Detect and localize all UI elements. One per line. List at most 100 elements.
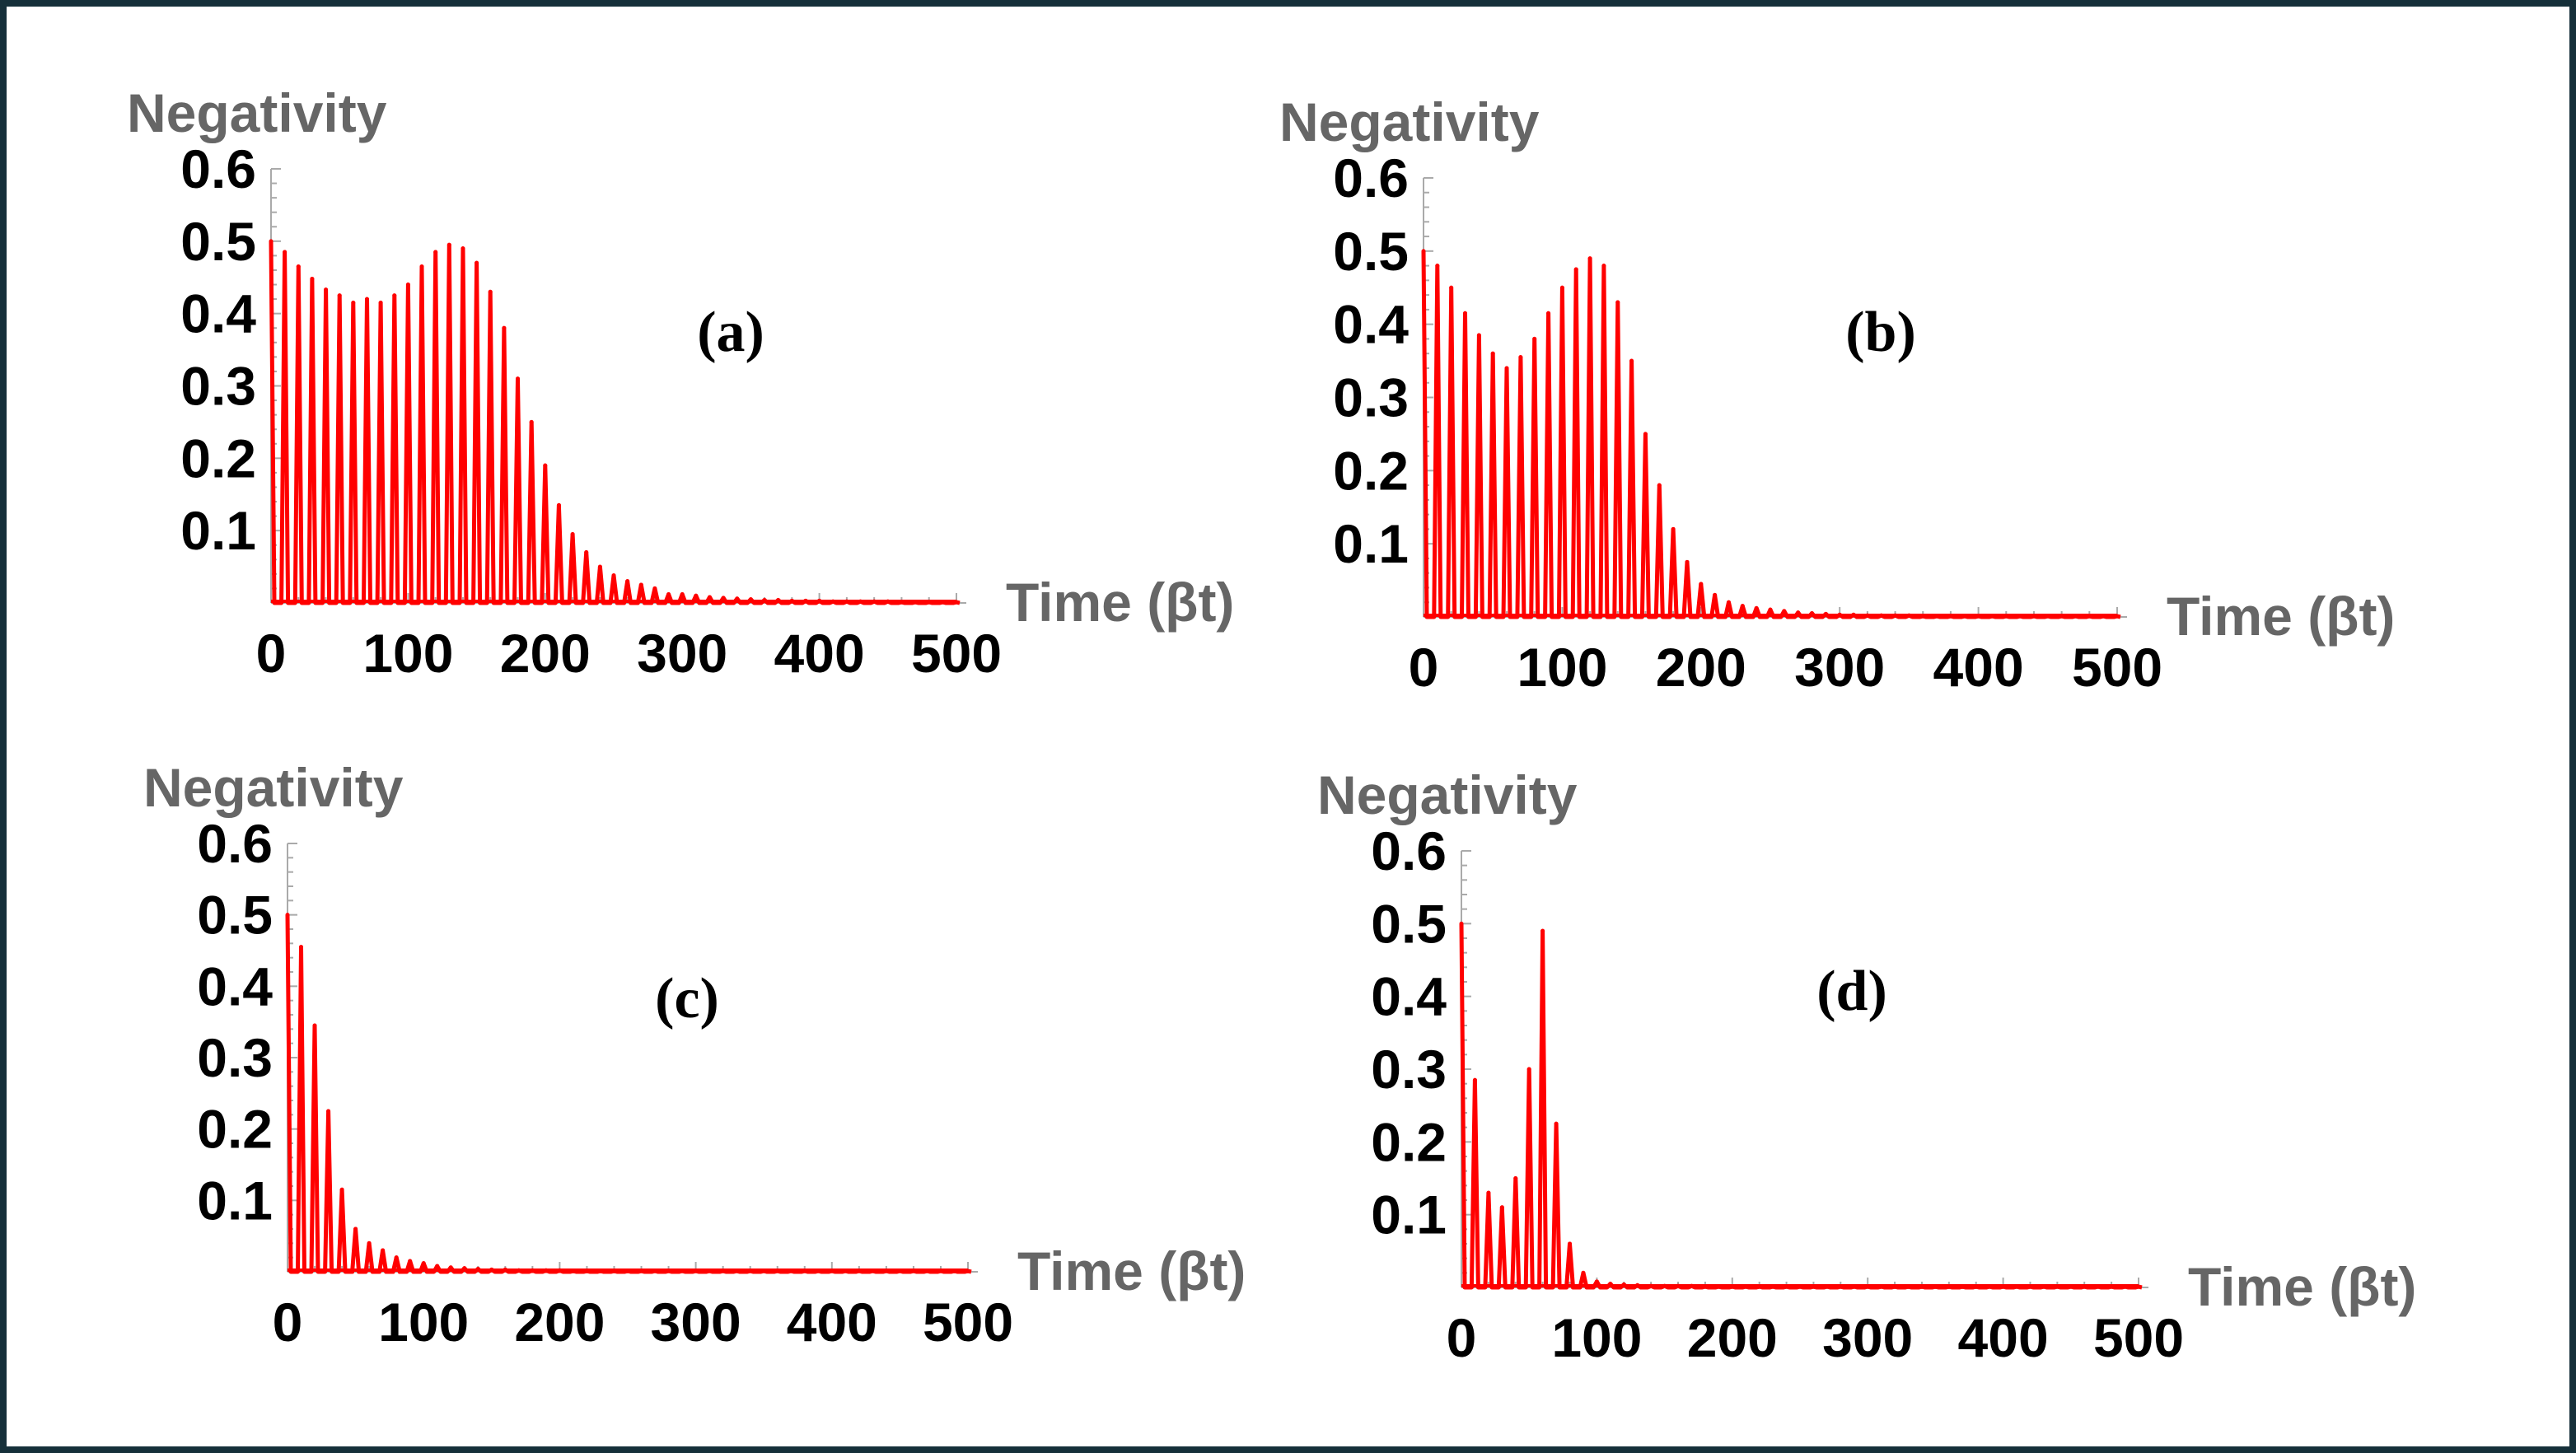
x-tick-label: 400 [787, 1292, 877, 1353]
data-point [803, 598, 808, 603]
y-tick-label: 0.4 [1371, 966, 1447, 1027]
data-point [435, 1264, 440, 1268]
data-point [408, 1259, 413, 1264]
data-point [2055, 1284, 2059, 1289]
data-point [1699, 582, 1704, 586]
data-point [776, 597, 781, 602]
y-tick-label: 0.2 [1371, 1111, 1447, 1172]
data-point [1825, 1284, 1830, 1289]
data-point [721, 1268, 726, 1273]
panel-label: (c) [655, 967, 719, 1030]
data-point [556, 502, 561, 507]
data-point [544, 1268, 549, 1273]
data-point [1504, 366, 1509, 371]
x-tick-label: 500 [2093, 1307, 2184, 1368]
data-point [597, 564, 602, 569]
data-point [392, 293, 397, 298]
data-point [1657, 483, 1662, 488]
data-point [381, 1248, 386, 1253]
data-point [1573, 267, 1578, 272]
data-point [789, 598, 794, 603]
data-point [502, 325, 507, 330]
data-point [475, 260, 479, 265]
data-point [1987, 1284, 1992, 1289]
data-point [788, 1268, 793, 1273]
data-point [666, 1268, 671, 1273]
data-point [694, 1268, 699, 1273]
data-point [2017, 614, 2022, 619]
x-tick-label: 500 [911, 623, 1002, 684]
data-point [1838, 1284, 1843, 1289]
figure-frame: 0.1 0.2 0.3 0.4 0.5 0.6 0 100 200 300 400 500 Negati… [7, 7, 2569, 1446]
data-point [1768, 607, 1773, 612]
x-tick-label: 500 [2072, 637, 2162, 698]
data-point [1581, 1270, 1586, 1275]
data-point [433, 250, 438, 255]
y-tick-label: 0.3 [180, 356, 256, 417]
series-line-0 [1421, 250, 2121, 619]
data-point [2045, 614, 2050, 619]
data-point [1629, 358, 1634, 363]
x-axis-title: Time (βt) [2188, 1256, 2416, 1317]
data-point [462, 1266, 467, 1271]
y-tick-label: 0.6 [1371, 820, 1447, 881]
data-point [543, 463, 548, 468]
data-point [405, 283, 410, 287]
data-point [283, 250, 288, 255]
figure-svg: 0.1 0.2 0.3 0.4 0.5 0.6 0 100 200 300 400 500 Negati… [127, 82, 2416, 1368]
data-point [353, 1226, 358, 1231]
data-point [844, 599, 849, 604]
data-point [1635, 1282, 1640, 1287]
x-tick-label: 0 [1447, 1307, 1477, 1368]
x-tick-label: 200 [514, 1292, 605, 1353]
data-point [1893, 613, 1898, 618]
y-tick-label: 0.6 [180, 138, 256, 199]
data-point [378, 300, 383, 305]
data-point [748, 597, 753, 602]
data-point [762, 597, 767, 602]
data-point [299, 945, 304, 950]
data-point [1743, 1284, 1748, 1289]
data-point [761, 1268, 766, 1273]
data-point [285, 913, 290, 918]
data-point [1594, 1279, 1599, 1284]
data-point [625, 579, 630, 584]
data-point [310, 277, 315, 282]
data-point [1919, 1284, 1924, 1289]
y-tick-label: 0.2 [180, 427, 256, 488]
data-point [1879, 1284, 1884, 1289]
data-point [1726, 600, 1731, 605]
y-tick-label: 0.4 [1333, 294, 1409, 355]
data-point [1526, 1067, 1531, 1072]
x-tick-label: 300 [1822, 1307, 1913, 1368]
x-axis-title: Time (βt) [1017, 1240, 1246, 1301]
data-point [1851, 612, 1856, 617]
data-point [611, 573, 616, 578]
data-point [1615, 300, 1620, 305]
panel-c: 0.1 0.2 0.3 0.4 0.5 0.6 0 100 200 300 400 500 Negati… [143, 757, 1246, 1353]
x-tick-label: 300 [651, 1292, 741, 1353]
x-tick-label: 300 [1794, 637, 1885, 698]
data-point [296, 264, 301, 269]
data-point [1648, 1283, 1653, 1288]
data-point [652, 586, 657, 591]
data-point [517, 1268, 521, 1273]
data-point [1740, 604, 1745, 609]
data-point [312, 1023, 317, 1028]
data-point [394, 1255, 399, 1260]
x-tick-label: 0 [273, 1292, 303, 1353]
data-point [339, 1187, 344, 1192]
y-tick-label: 0.1 [197, 1170, 273, 1231]
data-point [899, 600, 904, 605]
data-point [571, 1268, 576, 1273]
y-tick-label: 0.5 [180, 211, 256, 272]
data-point [2003, 614, 2008, 619]
data-point [802, 1268, 807, 1273]
data-point [924, 1268, 929, 1273]
data-point [1906, 1284, 1911, 1289]
data-point [965, 1268, 970, 1273]
data-point [421, 1261, 426, 1266]
data-point [735, 596, 740, 601]
data-point [2082, 1284, 2087, 1289]
data-point [817, 598, 822, 603]
